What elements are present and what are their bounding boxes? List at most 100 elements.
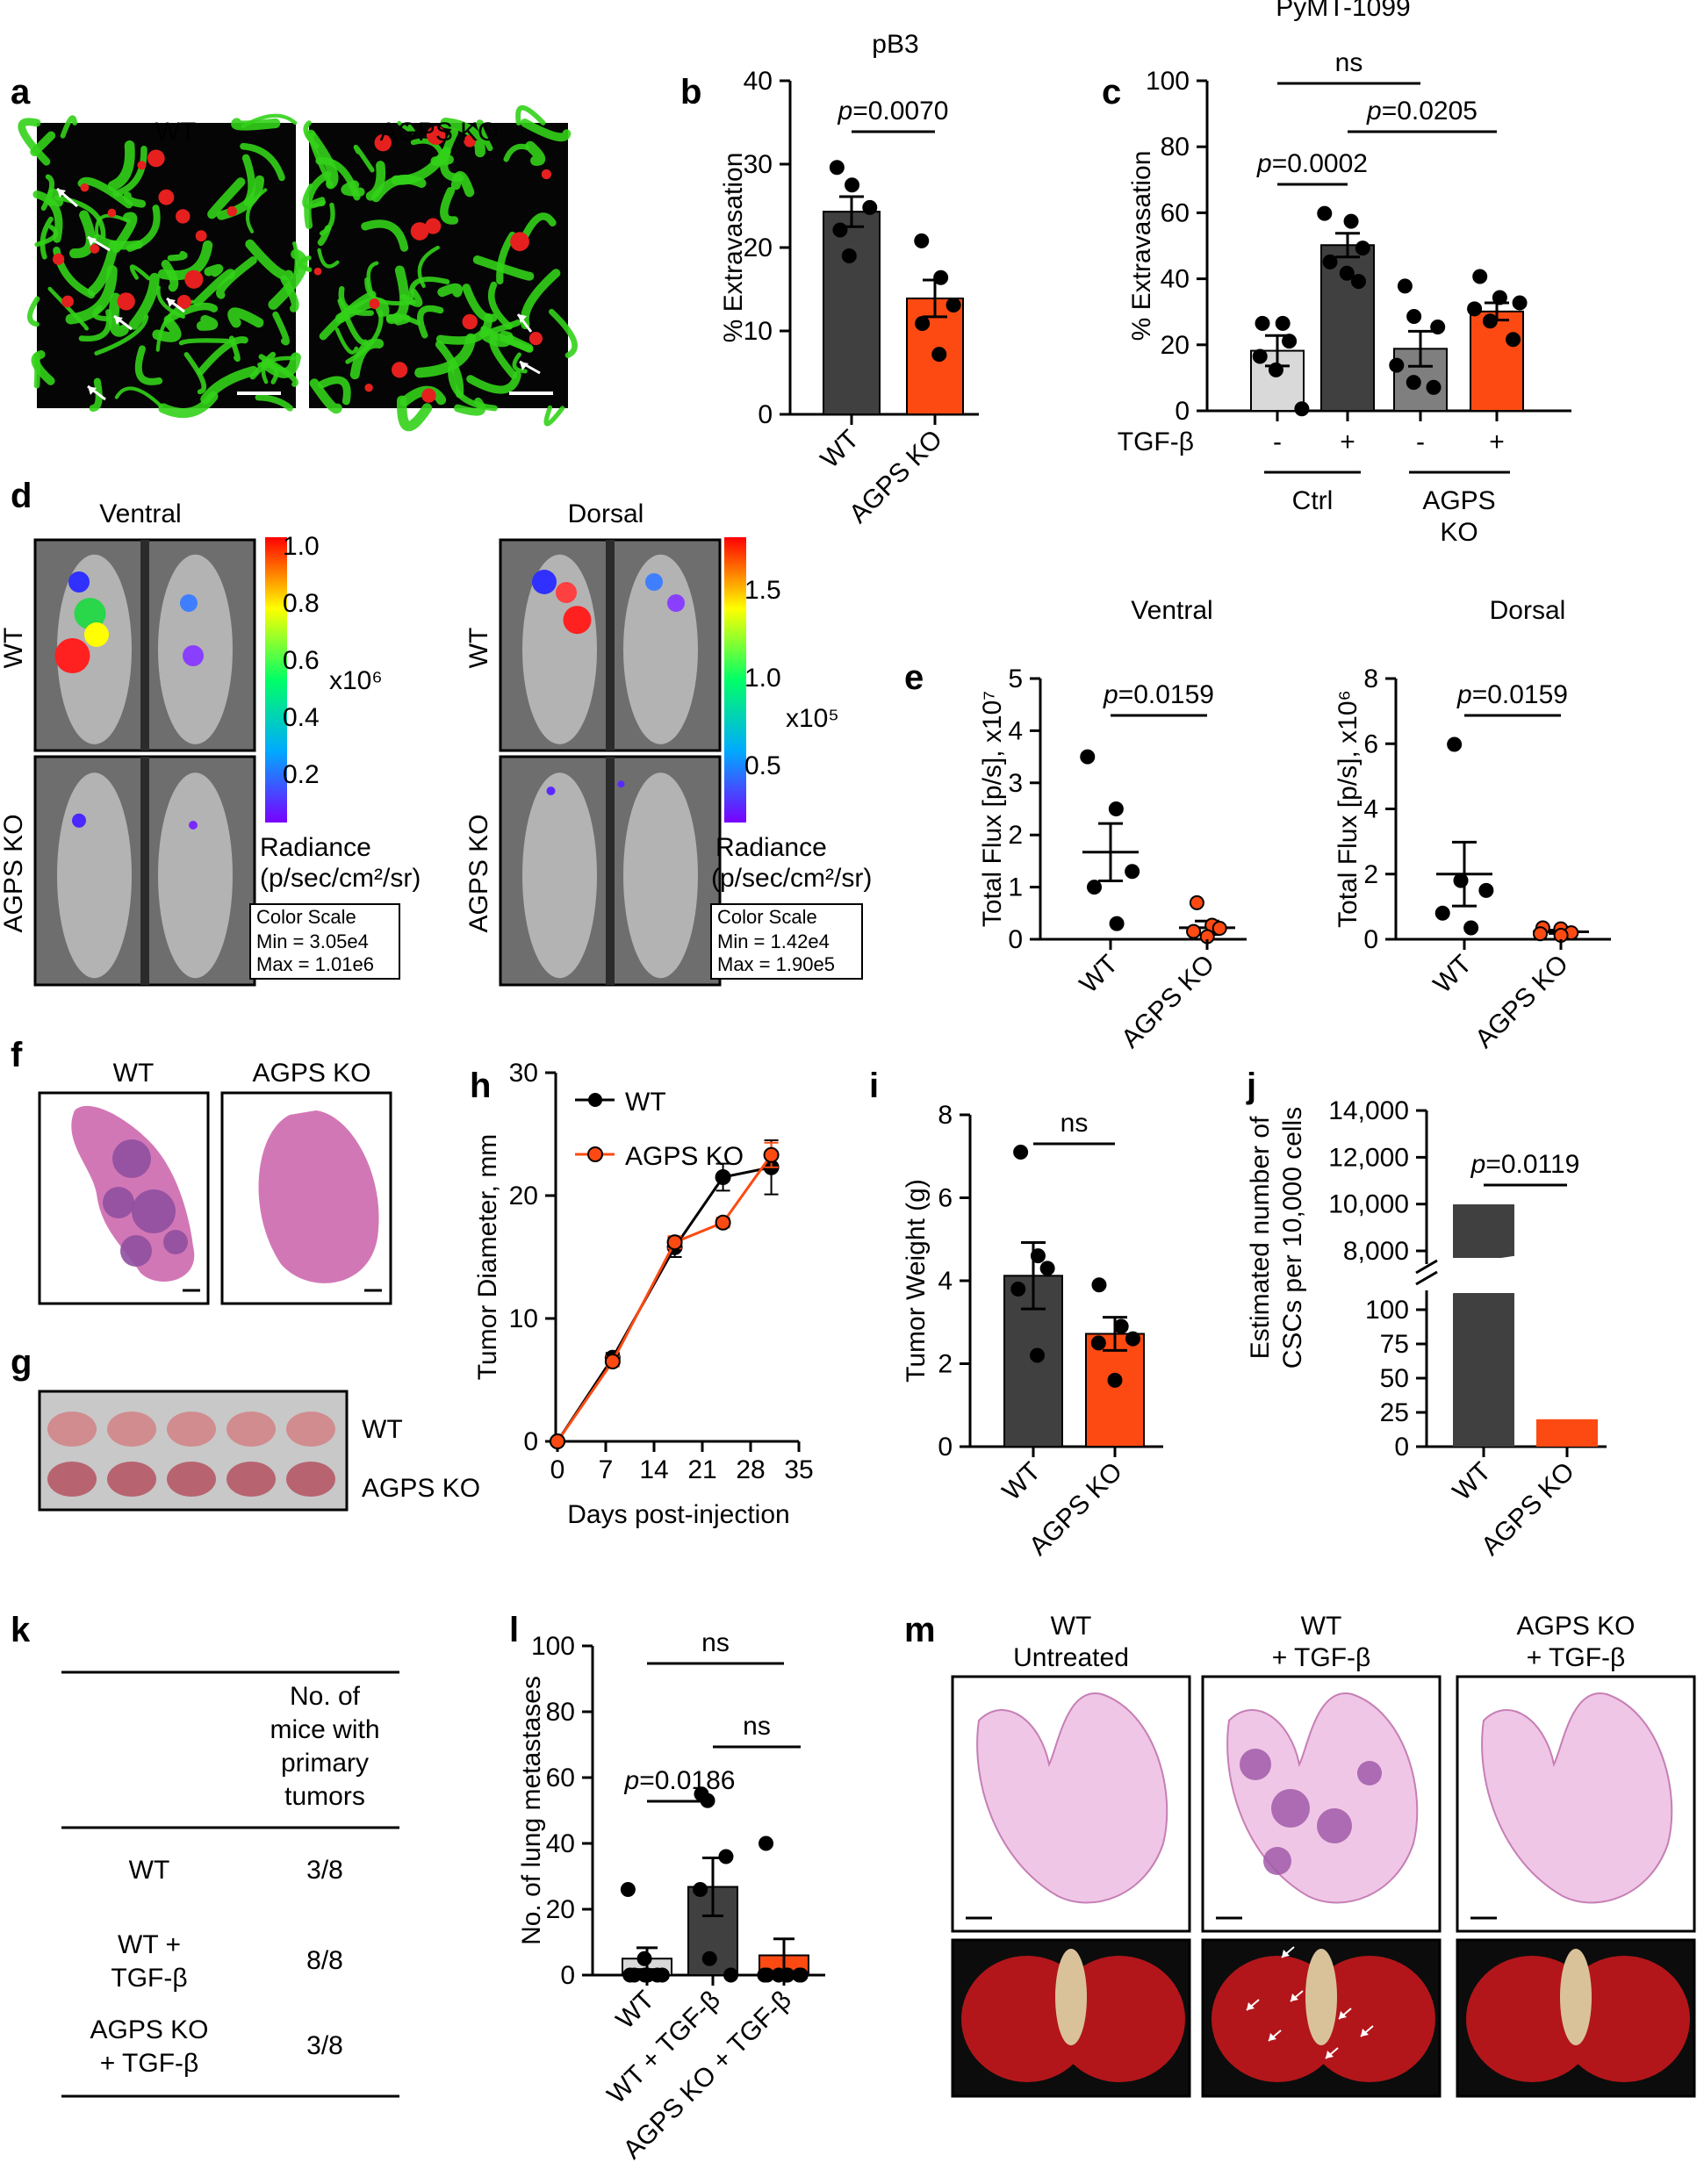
vessel [89,377,103,413]
signal-spot [645,573,663,591]
scale-max: Max = 1.01e6 [256,953,374,975]
vessel [397,120,415,134]
data-point [845,177,860,193]
chart-e-ylabel: Total Flux [p/s], x10⁷ [978,691,1007,927]
tumor-cell [464,134,477,147]
mouse-body [57,772,132,979]
vessel [77,176,133,209]
vessel [298,255,313,272]
data-point [1039,1261,1055,1276]
metastasis-nodule [132,1189,176,1233]
metastasis-area [1317,1808,1352,1843]
data-point [627,1967,643,1983]
y-tick-label: 8,000 [1343,1237,1409,1266]
lung-tissue-wt [71,1105,195,1282]
y-tick-label: 3 [1008,769,1023,798]
axis-break [1415,1270,1438,1286]
y-tick-label: 80 [546,1698,575,1727]
vessel [95,213,131,238]
label-wt-a: WT [155,118,197,147]
vessel [543,405,565,427]
y-tick-label: 0 [1175,397,1190,426]
vessel [40,216,54,260]
colorbar-ventral [265,537,287,823]
legend-marker [588,1093,602,1107]
table-header: primary [281,1749,369,1778]
scale-box-dorsal [710,903,863,980]
data-point [931,347,947,363]
data-point [841,248,857,263]
radiance-label: Radiance [260,833,371,862]
axis-break [1415,1259,1438,1275]
vessel [126,205,161,252]
chart-h-ylabel: Tumor Diameter, mm [473,1134,502,1381]
data-point [1339,265,1355,281]
series-point [550,1433,565,1449]
vessel [353,145,375,173]
tumor-cell [392,362,408,378]
y-tick-label: 0 [1363,925,1378,954]
data-point [1434,905,1450,921]
vessel [440,128,464,182]
ns-i: ns [1061,1109,1089,1138]
colorbar-tick: 0.4 [283,703,320,732]
signal-spot [546,787,556,795]
series-line-0 [556,1166,772,1442]
data-point [1350,274,1366,290]
y-tick-label: 100 [531,1632,575,1661]
colorbar-tick: 0.6 [283,646,320,675]
vessel [216,256,257,299]
y-tick-label: 25 [1380,1398,1409,1427]
dorsal-title: Dorsal [568,499,644,528]
lung-subtitle: + TGF-β [1272,1643,1371,1672]
scale-title-dorsal: Color Scale [717,906,817,928]
vessel [520,212,557,241]
vessel [304,170,332,229]
legend-label-wt: WT [625,1088,666,1117]
data-point [636,1951,652,1966]
units-label-dorsal: (p/sec/cm²/sr) [711,864,872,893]
colorbar-tick: 1.0 [283,532,320,561]
y-tick-label: 60 [1161,198,1190,227]
arrow-icon [88,386,97,395]
data-point [1478,882,1494,898]
table-header: No. of [290,1682,361,1711]
mouse-body [158,772,233,979]
table-value: 3/8 [306,2031,343,2060]
table-header: tumors [284,1782,365,1811]
y-tick-label: 8 [938,1101,953,1130]
panel-letter-a: a [11,73,31,111]
data-point [1125,864,1140,880]
series-line-1 [556,1153,773,1442]
ns-l1: ns [701,1628,730,1657]
data-point [1125,1331,1140,1347]
heart-tissue [1560,1949,1592,2045]
mouse-body [522,554,597,744]
tumor-wt [226,1412,276,1447]
y-tick-label: 0 [758,400,773,429]
data-point [654,1967,670,1983]
data-point [1389,357,1405,373]
lung-subtitle: Untreated [1013,1643,1129,1672]
data-point [1453,873,1469,888]
y-tick-label: 40 [744,67,773,96]
vessel [163,302,219,324]
vessel [385,265,410,325]
colorbar-dorsal [724,537,746,823]
scale-title: Color Scale [256,906,356,928]
p-value-l: p=0.0186 [624,1766,736,1795]
tumor-cell [147,149,165,168]
y-tick-label: 12,000 [1328,1143,1409,1172]
label-wt-f: WT [113,1059,155,1088]
data-point [1087,880,1103,895]
vessel [123,191,147,208]
vessel [318,376,351,406]
tgf-beta-sign: - [1273,427,1282,456]
vessel [183,352,207,395]
chart-e-title: Dorsal [1490,596,1566,625]
tumor-cell [90,244,100,254]
data-point [1397,278,1413,294]
series-point [666,1234,683,1251]
table-value: 3/8 [306,1856,343,1885]
data-point [1030,1347,1046,1363]
